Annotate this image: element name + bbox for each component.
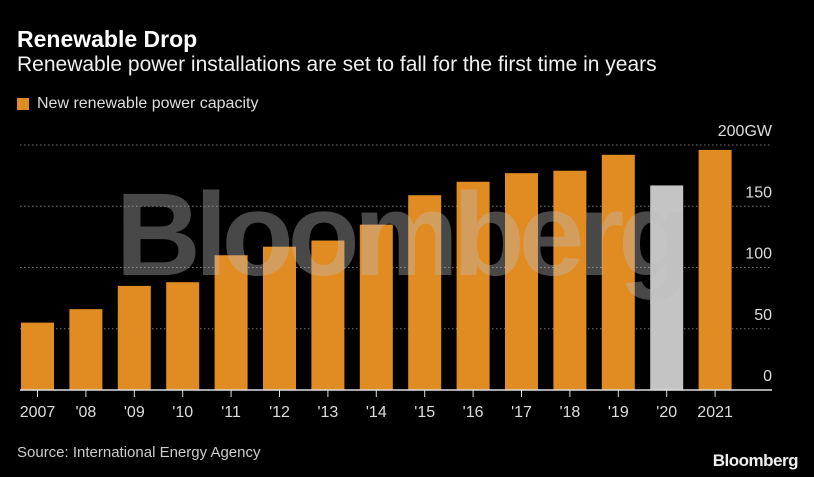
bar	[553, 170, 587, 390]
y-tick-label: 0	[763, 368, 772, 385]
bar	[263, 246, 296, 390]
legend: New renewable power capacity	[17, 95, 258, 113]
x-tick-label: '10	[172, 404, 193, 421]
chart-title: Renewable Drop	[17, 26, 198, 52]
bar	[21, 322, 54, 390]
bar	[456, 181, 490, 390]
bar	[214, 255, 248, 390]
bar	[359, 224, 393, 390]
bar	[601, 154, 635, 390]
x-tick-label: '09	[124, 404, 145, 421]
x-tick-label: '17	[511, 404, 532, 421]
bar	[408, 195, 442, 390]
y-tick-label: 100	[745, 246, 772, 263]
x-tick-label: '11	[221, 404, 241, 421]
bar	[698, 149, 732, 390]
watermark: Bloomberg	[116, 169, 685, 301]
y-tick-label: 50	[754, 307, 772, 324]
legend-label: New renewable power capacity	[37, 95, 259, 112]
y-tick-label: 150	[745, 184, 772, 201]
x-tick-label: '16	[463, 404, 484, 421]
y-tick-label: 200GW	[718, 123, 773, 140]
x-tick-label: '14	[366, 404, 387, 421]
bar	[505, 173, 538, 390]
source-note: Source: International Energy Agency	[17, 444, 261, 461]
x-tick-label: '20	[656, 404, 677, 421]
x-tick-label: '15	[414, 404, 435, 421]
legend-swatch	[17, 98, 29, 110]
x-tick-label: '08	[75, 404, 96, 421]
x-tick-label: 2007	[20, 404, 56, 421]
bar	[650, 185, 684, 390]
bar	[311, 240, 345, 390]
bar	[69, 309, 103, 390]
x-tick-label: '19	[608, 404, 629, 421]
bar	[117, 285, 151, 390]
chart-subtitle: Renewable power installations are set to…	[17, 53, 657, 76]
x-tick-label: 2021	[697, 404, 733, 421]
x-tick-label: '18	[559, 404, 580, 421]
bar	[166, 282, 200, 390]
bloomberg-logo: Bloomberg	[712, 451, 799, 470]
x-tick-label: '12	[269, 404, 290, 421]
x-tick-label: '13	[317, 404, 338, 421]
